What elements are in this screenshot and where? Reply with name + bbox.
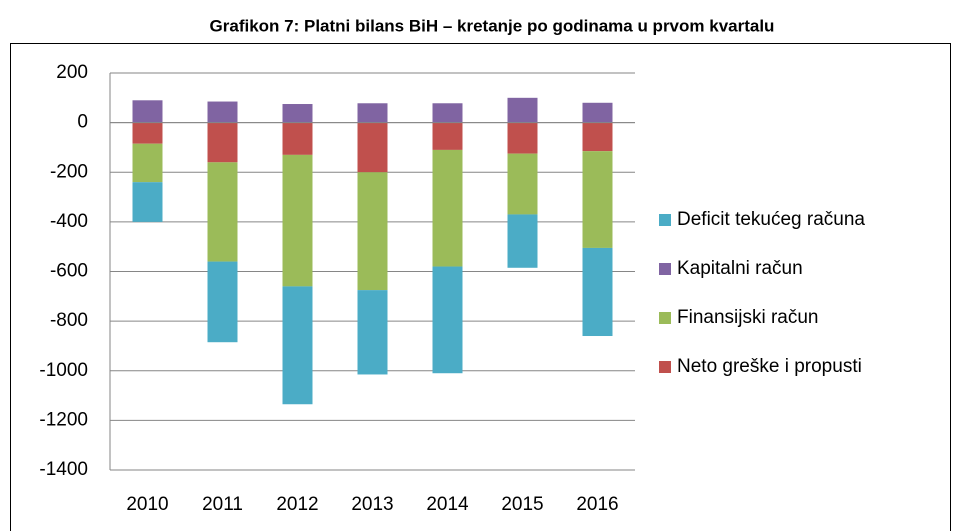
bar xyxy=(507,153,538,215)
chart-title: Grafikon 7: Platni bilans BiH – kretanje… xyxy=(210,16,775,35)
legend-swatch xyxy=(659,214,671,226)
legend-label: Neto greške i propusti xyxy=(677,356,862,377)
y-tick-label: -1400 xyxy=(39,459,88,480)
bar xyxy=(282,154,313,287)
chart-border xyxy=(10,43,951,531)
bar xyxy=(432,266,463,374)
bar xyxy=(207,162,238,262)
bar xyxy=(582,247,613,337)
bar xyxy=(282,286,313,405)
y-tick-label: -400 xyxy=(50,211,88,232)
bar xyxy=(432,149,463,267)
x-tick-label: 2014 xyxy=(426,494,469,515)
bar xyxy=(357,290,388,375)
y-tick-label: -600 xyxy=(50,261,88,282)
bar xyxy=(282,122,313,155)
x-tick-label: 2015 xyxy=(501,494,543,515)
bar xyxy=(207,101,238,123)
bar xyxy=(432,122,463,150)
legend-label: Kapitalni račun xyxy=(677,258,803,279)
legend-swatch xyxy=(659,312,671,324)
y-tick-label: -200 xyxy=(50,161,88,182)
bar xyxy=(207,122,238,163)
x-tick-label: 2011 xyxy=(202,494,243,515)
bar xyxy=(432,103,463,123)
bar xyxy=(207,261,238,343)
y-tick-label: -1000 xyxy=(39,360,88,381)
x-tick-label: 2010 xyxy=(126,494,168,515)
bar xyxy=(132,143,163,183)
bar xyxy=(357,122,388,173)
legend-swatch xyxy=(659,263,671,275)
x-tick-label: 2013 xyxy=(351,494,393,515)
bar xyxy=(282,104,313,123)
y-tick-label: 200 xyxy=(56,62,88,83)
legend-swatch xyxy=(659,361,671,373)
legend-label: Deficit tekućeg računa xyxy=(677,209,865,230)
bar xyxy=(357,172,388,291)
bar xyxy=(507,97,538,123)
bar xyxy=(582,151,613,248)
bar xyxy=(132,100,163,123)
x-tick-label: 2016 xyxy=(576,494,618,515)
y-tick-label: -1200 xyxy=(39,409,88,430)
bar xyxy=(132,122,163,144)
x-tick-label: 2012 xyxy=(276,494,318,515)
bar xyxy=(507,214,538,268)
bar xyxy=(582,122,613,152)
y-tick-label: 0 xyxy=(77,112,88,133)
bar xyxy=(582,102,613,123)
legend-label: Finansijski račun xyxy=(677,307,819,328)
y-tick-label: -800 xyxy=(50,310,88,331)
bar xyxy=(507,122,538,154)
bar xyxy=(132,182,163,222)
bar xyxy=(357,103,388,123)
